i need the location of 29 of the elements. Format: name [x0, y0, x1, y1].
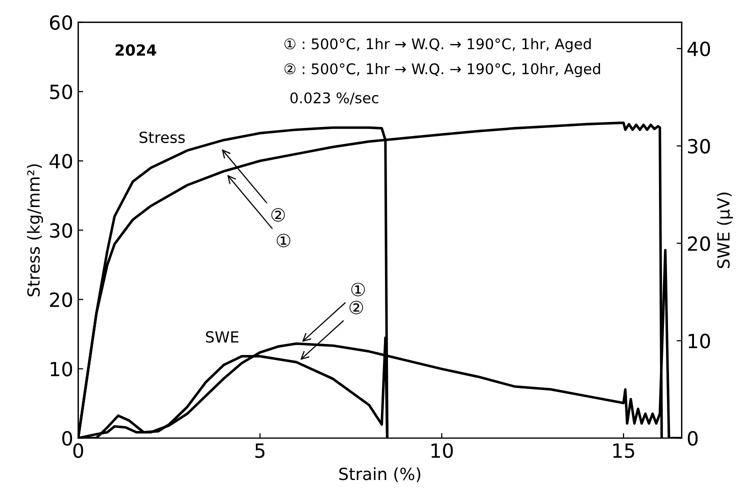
y2-axis-title: SWE (μV): [716, 192, 733, 268]
y-tick-label: 30: [50, 223, 72, 238]
y2-tick-label: 0: [688, 431, 698, 446]
annotation: ②: [271, 208, 285, 222]
y-tick-label: 50: [50, 84, 72, 100]
y2-tick-label: 30: [688, 138, 710, 154]
x-tick-label: 0: [73, 443, 84, 458]
x-axis-title: Strain (%): [339, 467, 420, 482]
y-tick-label: 60: [50, 15, 72, 30]
y-tick-label: 40: [50, 154, 72, 169]
annotation: 2024: [116, 44, 156, 56]
annotation: ② : 500°C, 1hr → W.Q. → 190°C, 10hr, Aged: [284, 63, 600, 78]
y-axis-title: Stress (kg/mm²): [26, 164, 44, 296]
y-tick-label: 10: [50, 362, 72, 376]
y-tick-label: 20: [50, 292, 72, 308]
x-tick-label: 5: [255, 444, 264, 458]
annotation: ①: [276, 234, 290, 248]
y2-tick-label: 10: [688, 334, 710, 348]
y-tick-label: 0: [62, 431, 72, 446]
x-tick-label: 10: [432, 443, 453, 458]
annotation: ②: [349, 300, 364, 314]
annotation: Stress: [140, 132, 185, 144]
annotation: ① : 500°C, 1hr → W.Q. → 190°C, 1hr, Aged: [284, 38, 591, 52]
annotation: ①: [351, 282, 365, 296]
annotation: 0.023 %/sec: [290, 92, 378, 105]
y2-tick-label: 20: [688, 236, 710, 251]
y2-tick-label: 40: [687, 42, 710, 56]
x-tick-label: 15: [613, 444, 634, 458]
annotation: SWE: [206, 331, 238, 343]
